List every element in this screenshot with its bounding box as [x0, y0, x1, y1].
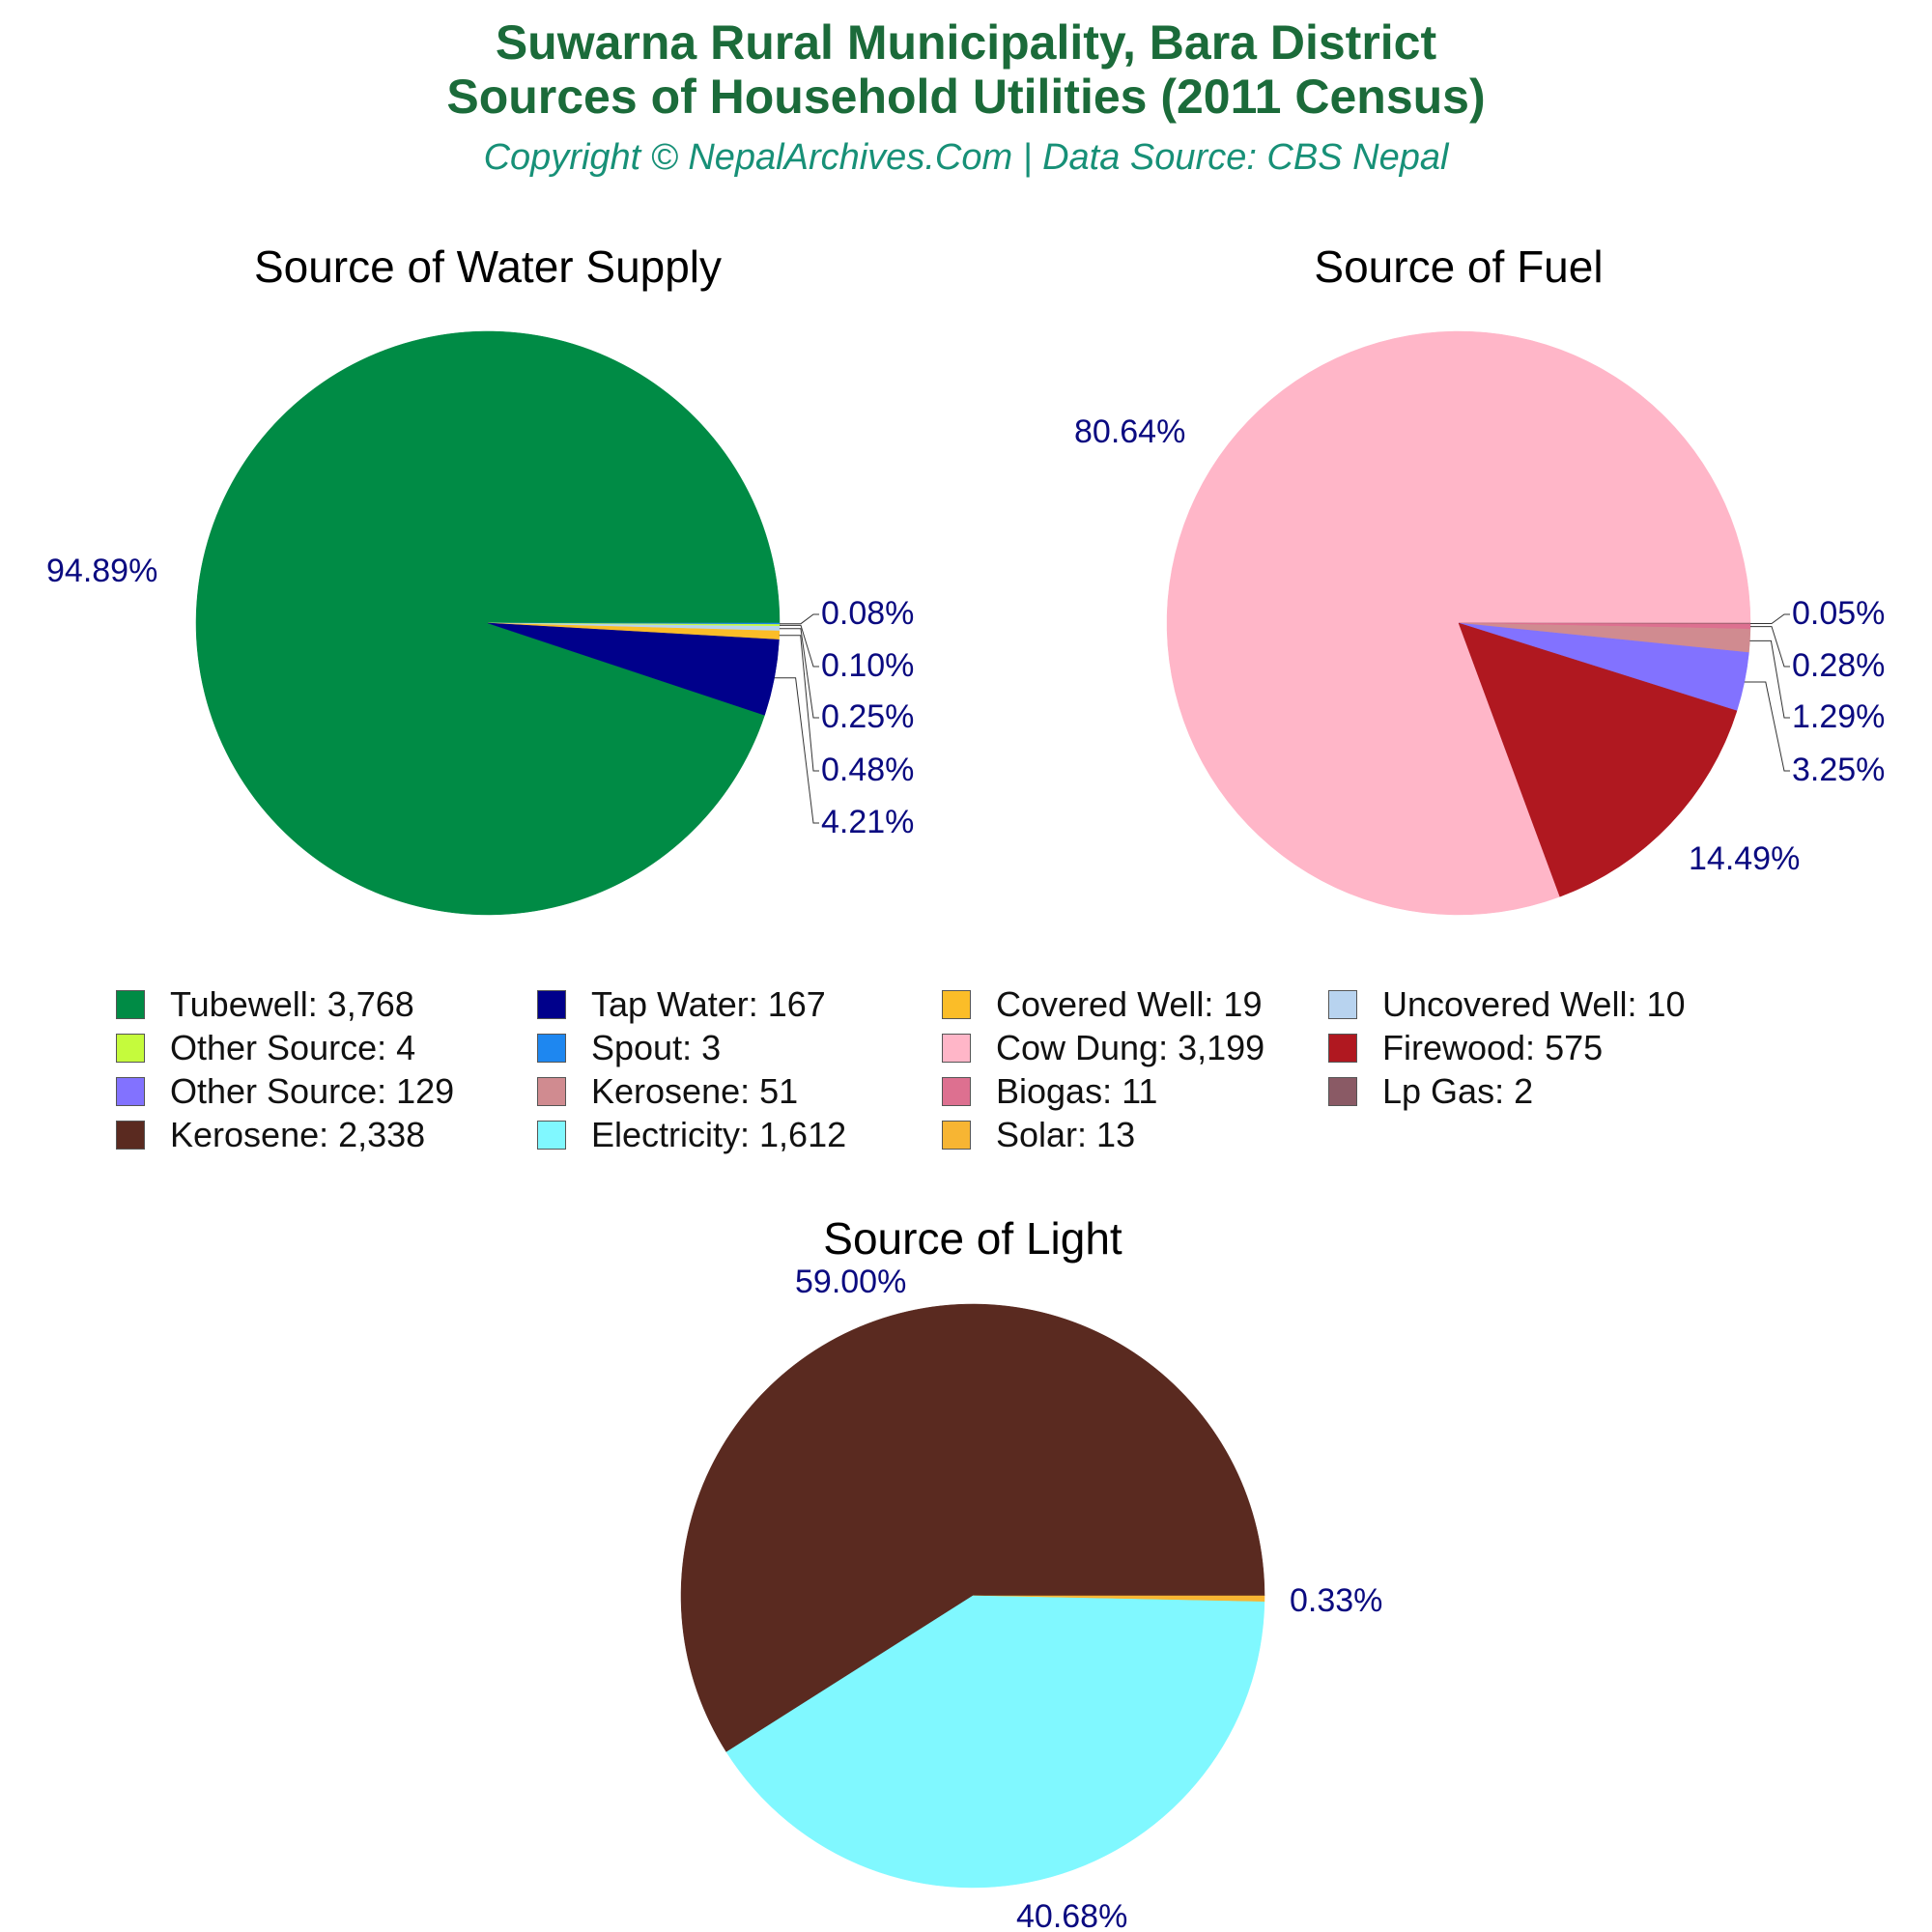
- pie-label-source-of-light-kerosene: 59.00%: [795, 1264, 906, 1300]
- legend-item-kerosene-2-338: Kerosene: 2,338: [116, 1114, 425, 1156]
- legend-label: Electricity: 1,612: [591, 1115, 847, 1154]
- pie-label-source-of-fuel-other-source: 3.25%: [1792, 752, 1885, 788]
- legend-label: Spout: 3: [591, 1028, 722, 1067]
- legend-label: Covered Well: 19: [996, 984, 1263, 1024]
- legend-item-firewood-575: Firewood: 575: [1328, 1027, 1603, 1069]
- legend-swatch: [116, 1121, 145, 1150]
- legend-item-tubewell-3-768: Tubewell: 3,768: [116, 983, 414, 1026]
- pie-label-source-of-water-supply-spout: 0.08%: [821, 595, 914, 632]
- legend-label: Firewood: 575: [1382, 1028, 1604, 1067]
- pie-leader-source-of-water-supply-covered-well: [779, 635, 819, 772]
- pie-leader-source-of-fuel-kerosene: [1749, 639, 1790, 719]
- chart-title-line1: Suwarna Rural Municipality, Bara Distric…: [495, 15, 1437, 70]
- pie-slice-source-of-light-kerosene: [680, 1303, 1265, 1753]
- legend-swatch: [116, 1077, 145, 1106]
- pie-label-source-of-fuel-firewood: 14.49%: [1689, 840, 1800, 877]
- legend-item-uncovered-well-10: Uncovered Well: 10: [1328, 983, 1686, 1026]
- legend-swatch: [1328, 1034, 1357, 1063]
- legend-item-covered-well-19: Covered Well: 19: [942, 983, 1262, 1026]
- legend-label: Biogas: 11: [996, 1071, 1158, 1111]
- legend-swatch: [537, 990, 566, 1019]
- legend-item-electricity-1-612: Electricity: 1,612: [537, 1114, 846, 1156]
- legend-swatch: [537, 1121, 566, 1150]
- legend-swatch: [1328, 1077, 1357, 1106]
- legend-label: Tap Water: 167: [591, 984, 826, 1024]
- legend-swatch: [116, 1034, 145, 1063]
- pie-title-source-of-light: Source of Light: [823, 1213, 1122, 1264]
- chart-subtitle: Copyright © NepalArchives.Com | Data Sou…: [483, 137, 1449, 178]
- legend-item-spout-3: Spout: 3: [537, 1027, 721, 1069]
- legend-item-other-source-4: Other Source: 4: [116, 1027, 415, 1069]
- pie-label-source-of-light-electricity: 40.68%: [1016, 1898, 1127, 1932]
- legend-item-lp-gas-2: Lp Gas: 2: [1328, 1070, 1533, 1113]
- pie-label-source-of-water-supply-other-source: 0.10%: [821, 647, 914, 684]
- legend-item-solar-13: Solar: 13: [942, 1114, 1135, 1156]
- pie-leader-source-of-water-supply-tap-water: [774, 677, 819, 824]
- legend-item-cow-dung-3-199: Cow Dung: 3,199: [942, 1027, 1264, 1069]
- legend-item-other-source-129: Other Source: 129: [116, 1070, 454, 1113]
- pie-slice-source-of-fuel-firewood: [1458, 622, 1738, 897]
- pie-label-source-of-water-supply-tubewell: 94.89%: [46, 553, 157, 589]
- pie-label-source-of-water-supply-uncovered-well: 0.25%: [821, 698, 914, 735]
- pie-leader-source-of-water-supply-spout: [780, 613, 819, 625]
- legend-label: Cow Dung: 3,199: [996, 1028, 1265, 1067]
- pie-leader-source-of-fuel-other-source: [1744, 681, 1790, 772]
- pie-leader-source-of-water-supply-other-source: [780, 624, 819, 668]
- pie-label-source-of-water-supply-covered-well: 0.48%: [821, 752, 914, 788]
- legend-label: Tubewell: 3,768: [170, 984, 414, 1024]
- pie-leader-source-of-fuel-biogas: [1750, 626, 1790, 668]
- pie-label-source-of-fuel-biogas: 0.28%: [1792, 647, 1885, 684]
- legend-label: Lp Gas: 2: [1382, 1071, 1534, 1111]
- legend-label: Kerosene: 51: [591, 1071, 799, 1111]
- pie-label-source-of-water-supply-tap-water: 4.21%: [821, 804, 914, 840]
- pie-title-source-of-fuel: Source of Fuel: [1314, 242, 1603, 292]
- chart-header: Suwarna Rural Municipality, Bara Distric…: [0, 0, 1932, 179]
- pie-leader-source-of-water-supply-uncovered-well: [779, 628, 819, 719]
- chart-title-line2: Sources of Household Utilities (2011 Cen…: [446, 70, 1486, 124]
- legend-item-kerosene-51: Kerosene: 51: [537, 1070, 798, 1113]
- legend-swatch: [942, 1077, 971, 1106]
- legend-label: Solar: 13: [996, 1115, 1136, 1154]
- pie-title-source-of-water-supply: Source of Water Supply: [254, 242, 722, 292]
- pie-label-source-of-fuel-kerosene: 1.29%: [1792, 698, 1885, 735]
- legend-item-biogas-11: Biogas: 11: [942, 1070, 1157, 1113]
- pie-leader-source-of-fuel-lp-gas: [1750, 613, 1790, 624]
- legend-label: Other Source: 4: [170, 1028, 416, 1067]
- legend-swatch: [942, 990, 971, 1019]
- legend-label: Uncovered Well: 10: [1382, 984, 1686, 1024]
- legend-swatch: [1328, 990, 1357, 1019]
- legend-swatch: [116, 990, 145, 1019]
- pie-chart-source-of-water-supply: Source of Water Supply 94.89% 0.08% 0.10% 0.…: [46, 242, 914, 916]
- pie-slice-source-of-light-electricity: [725, 1595, 1265, 1889]
- legend-swatch: [537, 1077, 566, 1106]
- legend-swatch: [942, 1034, 971, 1063]
- legend-swatch: [942, 1121, 971, 1150]
- pie-label-source-of-fuel-cow-dung: 80.64%: [1074, 413, 1185, 450]
- pie-label-source-of-light-solar: 0.33%: [1290, 1582, 1382, 1619]
- legend-label: Other Source: 129: [170, 1071, 455, 1111]
- legend-item-tap-water-167: Tap Water: 167: [537, 983, 826, 1026]
- legend-label: Kerosene: 2,338: [170, 1115, 426, 1154]
- pie-chart-source-of-fuel: Source of Fuel 80.64% 0.05% 0.28% 1.29% 3.25%…: [1074, 242, 1885, 916]
- legend-swatch: [537, 1034, 566, 1063]
- pie-label-source-of-fuel-lp-gas: 0.05%: [1792, 595, 1885, 632]
